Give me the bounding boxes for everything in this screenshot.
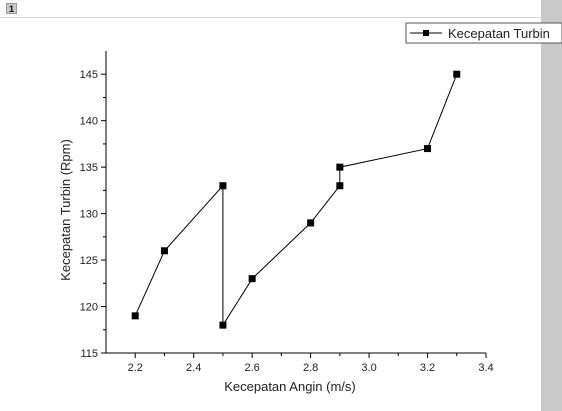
legend-label: Kecepatan Turbin [448, 26, 550, 41]
y-tick-label: 145 [80, 69, 98, 81]
plot-area [131, 70, 461, 329]
y-tick-label: 125 [80, 255, 98, 267]
data-point [131, 312, 139, 320]
x-axis-label: Kecepatan Angin (m/s) [224, 379, 356, 394]
x-tick-label: 3.2 [420, 362, 435, 374]
data-point [160, 247, 168, 255]
x-tick-label: 3.0 [361, 362, 376, 374]
data-point [336, 182, 344, 190]
page-edge-strip [541, 0, 562, 411]
data-point [424, 145, 432, 153]
y-axis-label: Kecepatan Turbin (Rpm) [58, 139, 73, 281]
y-tick-label: 130 [80, 209, 98, 221]
data-point [219, 182, 227, 190]
data-point [336, 163, 344, 171]
y-tick-label: 135 [80, 162, 98, 174]
legend: Kecepatan Turbin [405, 22, 562, 44]
series-line [134, 74, 458, 327]
legend-box [405, 22, 562, 44]
layer-badge[interactable]: 1 [6, 3, 17, 14]
data-point [307, 219, 315, 227]
y-tick-label: 140 [80, 116, 98, 128]
x-tick-label: 2.6 [245, 362, 260, 374]
data-point [248, 275, 256, 283]
data-point [219, 321, 227, 329]
x-tick-label: 2.4 [186, 362, 201, 374]
y-tick-label: 120 [80, 302, 98, 314]
x-tick-label: 2.2 [128, 362, 143, 374]
axes: 2.2 2.4 2.6 2.8 3.0 3.2 3.4 115 120 125 130 135 140 1… [80, 51, 494, 374]
y-tick-label: 115 [80, 348, 98, 360]
x-tick-label: 3.4 [478, 362, 493, 374]
top-divider [0, 17, 542, 18]
x-tick-label: 2.8 [303, 362, 318, 374]
data-point [453, 70, 461, 78]
legend-marker-sample [423, 30, 429, 36]
